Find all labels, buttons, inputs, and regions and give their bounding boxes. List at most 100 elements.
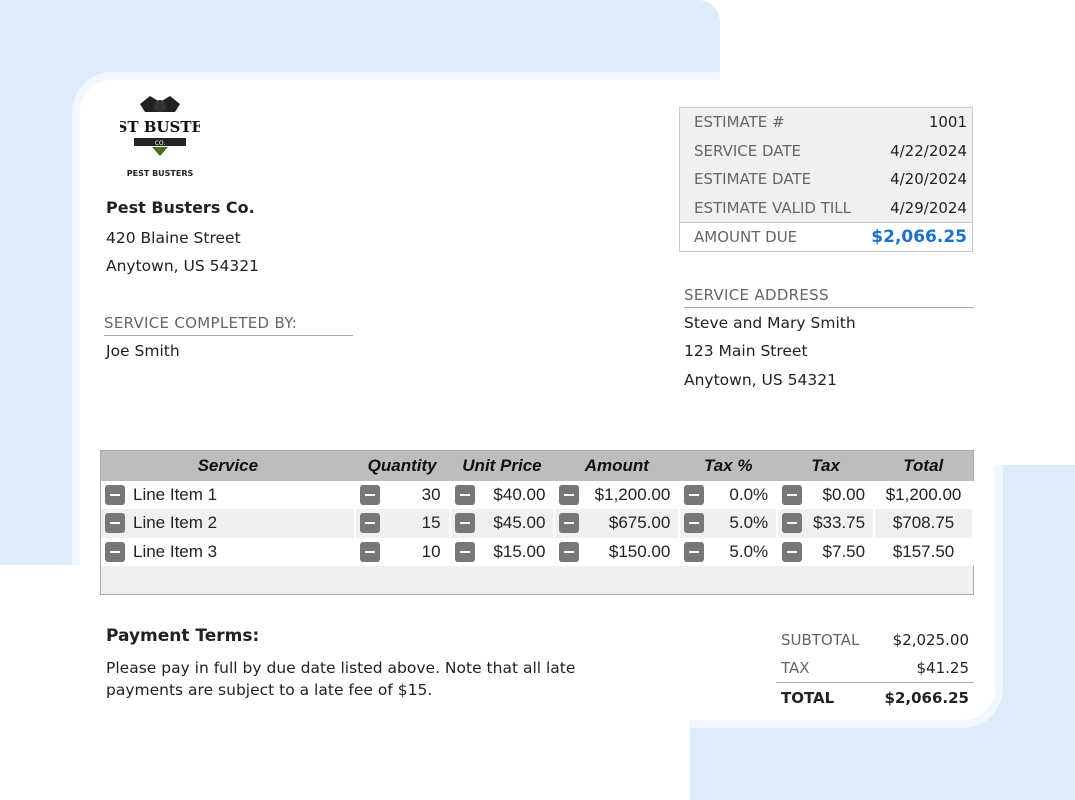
cell-unit-price: $45.00 xyxy=(449,509,556,538)
service-address-city: Anytown, US 54321 xyxy=(684,371,837,389)
subtotal-label: SUBTOTAL xyxy=(781,630,860,649)
company-city: Anytown, US 54321 xyxy=(106,257,259,275)
tax-value: $33.75 xyxy=(813,513,866,533)
remove-icon[interactable] xyxy=(684,513,705,534)
service-address-name: Steve and Mary Smith xyxy=(684,314,856,332)
completed-by-name: Joe Smith xyxy=(106,342,180,360)
remove-icon[interactable] xyxy=(105,513,125,534)
cell-tax-percent: 0.0% xyxy=(679,480,779,509)
payment-terms-title: Payment Terms: xyxy=(106,626,260,646)
subtotal-value: $2,025.00 xyxy=(892,630,969,649)
estimate-info-box: ESTIMATE # 1001 SERVICE DATE 4/22/2024 EST… xyxy=(679,107,973,252)
svg-text:CO.: CO. xyxy=(155,140,166,147)
tax-label: TAX xyxy=(781,659,810,677)
service-address-label: SERVICE ADDRESS xyxy=(684,286,974,308)
cell-quantity: 10 xyxy=(354,537,451,566)
svg-text:PEST BUSTERS: PEST BUSTERS xyxy=(127,169,194,178)
service-value: Line Item 3 xyxy=(133,541,218,561)
unit-price-value: $15.00 xyxy=(493,541,546,561)
valid-till-label: ESTIMATE VALID TILL xyxy=(694,198,851,217)
table-row: Line Item 1 30 $40.00 $1,200.00 0.0% $0.00 $1,… xyxy=(100,480,974,509)
cell-tax-percent: 5.0% xyxy=(679,509,779,538)
remove-icon[interactable] xyxy=(559,513,580,534)
totals-box: SUBTOTAL $2,025.00 TAX $41.25 TOTAL $2,066.… xyxy=(776,625,974,712)
remove-icon[interactable] xyxy=(559,484,580,505)
cell-amount: $150.00 xyxy=(554,537,681,566)
remove-icon[interactable] xyxy=(105,484,125,505)
header-amount: Amount xyxy=(554,450,680,481)
amount-due-value: $2,066.25 xyxy=(871,227,967,247)
cell-tax-percent: 5.0% xyxy=(679,537,779,566)
estimate-number: 1001 xyxy=(928,113,967,132)
remove-icon[interactable] xyxy=(782,513,803,534)
estimate-date: 4/20/2024 xyxy=(890,170,967,189)
table-row: Line Item 2 15 $45.00 $675.00 5.0% $33.75 $708… xyxy=(100,509,974,538)
remove-icon[interactable] xyxy=(105,541,125,562)
remove-icon[interactable] xyxy=(454,541,475,562)
cell-service: Line Item 3 xyxy=(100,537,356,566)
company-name: Pest Busters Co. xyxy=(106,198,255,217)
tax-value: $0.00 xyxy=(822,484,866,504)
valid-till-date: 4/29/2024 xyxy=(890,198,967,217)
amount-value: $150.00 xyxy=(608,541,671,561)
company-street: 420 Blaine Street xyxy=(106,229,241,247)
service-date: 4/22/2024 xyxy=(890,141,967,160)
estimate-date-label: ESTIMATE DATE xyxy=(694,170,812,189)
remove-icon[interactable] xyxy=(359,541,380,562)
amount-due-label: AMOUNT DUE xyxy=(694,228,798,246)
cell-unit-price: $15.00 xyxy=(449,537,556,566)
remove-icon[interactable] xyxy=(782,541,803,562)
tax-value: $41.25 xyxy=(916,659,970,677)
tax-percent-value: 5.0% xyxy=(729,513,769,533)
cell-quantity: 30 xyxy=(354,480,451,509)
empty-row xyxy=(100,566,973,594)
header-unit-price: Unit Price xyxy=(449,450,555,481)
company-logo: PEST BUSTERS CO. PEST BUSTERS xyxy=(120,96,200,178)
remove-icon[interactable] xyxy=(782,484,803,505)
total-label: TOTAL xyxy=(781,688,835,707)
cell-quantity: 15 xyxy=(354,509,451,538)
remove-icon[interactable] xyxy=(359,513,380,534)
remove-icon[interactable] xyxy=(454,484,475,505)
svg-text:PEST BUSTERS: PEST BUSTERS xyxy=(120,118,200,136)
cell-total: $1,200.00 xyxy=(874,480,974,509)
service-date-label: SERVICE DATE xyxy=(694,141,802,160)
completed-by-label: SERVICE COMPLETED BY: xyxy=(104,314,353,336)
tax-percent-value: 5.0% xyxy=(729,541,769,561)
amount-value: $675.00 xyxy=(608,513,671,533)
header-tax: Tax xyxy=(777,450,875,481)
tax-percent-value: 0.0% xyxy=(729,484,769,504)
unit-price-value: $45.00 xyxy=(493,513,546,533)
header-quantity: Quantity xyxy=(354,450,450,481)
remove-icon[interactable] xyxy=(454,513,475,534)
cell-amount: $675.00 xyxy=(554,509,681,538)
unit-price-value: $40.00 xyxy=(493,484,546,504)
cell-total: $157.50 xyxy=(874,537,974,566)
remove-icon[interactable] xyxy=(684,484,705,505)
total-value: $2,066.25 xyxy=(884,688,969,707)
remove-icon[interactable] xyxy=(684,541,705,562)
cell-service: Line Item 2 xyxy=(100,509,356,538)
cell-tax: $33.75 xyxy=(777,509,876,538)
quantity-value: 15 xyxy=(421,513,441,533)
remove-icon[interactable] xyxy=(559,541,580,562)
estimate-number-label: ESTIMATE # xyxy=(694,113,785,132)
cell-amount: $1,200.00 xyxy=(554,480,681,509)
table-row: Line Item 3 10 $15.00 $150.00 5.0% $7.50 $157.… xyxy=(100,537,974,566)
service-value: Line Item 2 xyxy=(133,513,218,533)
quantity-value: 30 xyxy=(421,484,441,504)
service-value: Line Item 1 xyxy=(133,484,218,504)
amount-value: $1,200.00 xyxy=(594,484,671,504)
quantity-value: 10 xyxy=(421,541,441,561)
header-service: Service xyxy=(100,450,355,481)
cell-unit-price: $40.00 xyxy=(449,480,556,509)
cell-total: $708.75 xyxy=(874,509,974,538)
remove-icon[interactable] xyxy=(359,484,380,505)
cell-tax: $7.50 xyxy=(777,537,876,566)
service-address-street: 123 Main Street xyxy=(684,342,808,360)
cell-service: Line Item 1 xyxy=(100,480,356,509)
header-tax-percent: Tax % xyxy=(679,450,778,481)
tax-value: $7.50 xyxy=(822,541,866,561)
header-total: Total xyxy=(874,450,973,481)
payment-terms-text: Please pay in full by due date listed ab… xyxy=(106,659,576,699)
